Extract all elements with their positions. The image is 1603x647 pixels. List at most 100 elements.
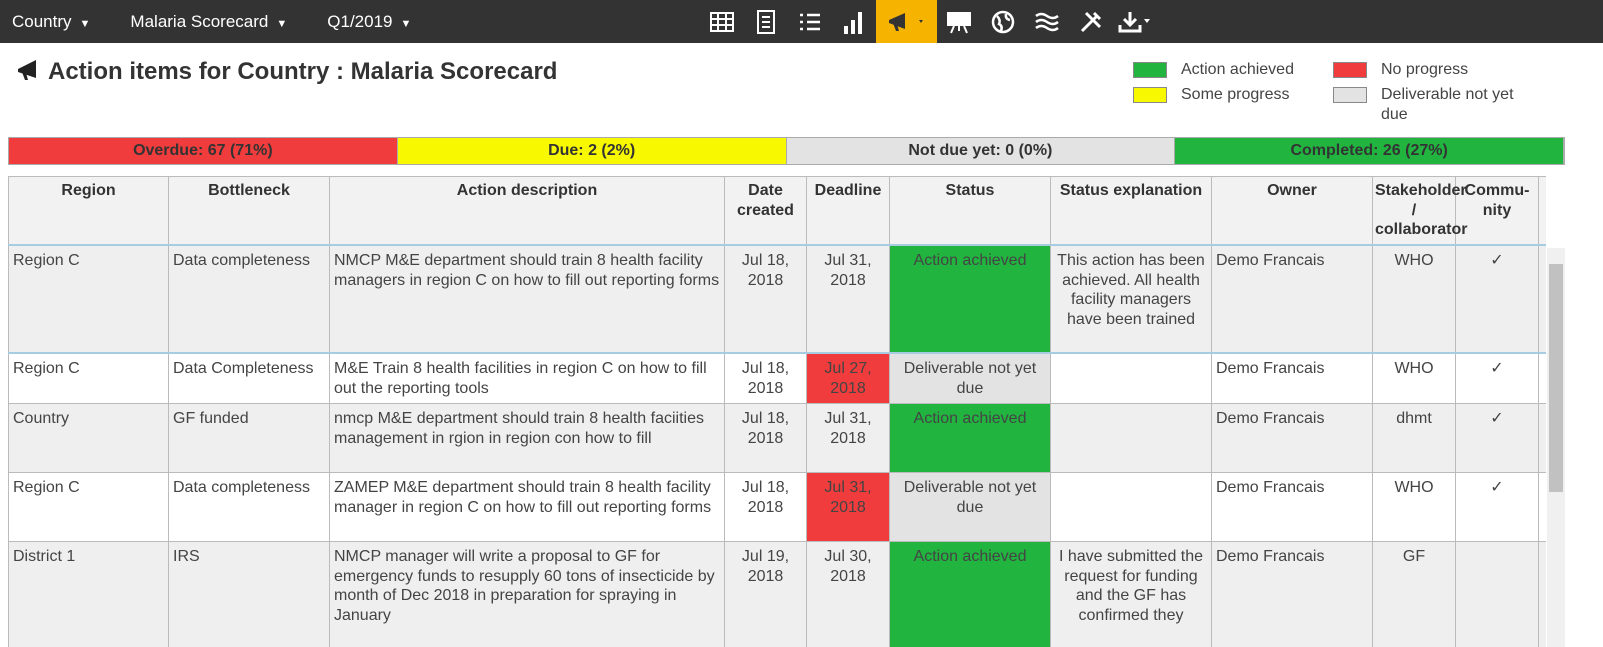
table-cell: Jul 18, 2018 [724,244,807,354]
summary-segment[interactable]: Overdue: 67 (71%) [9,138,398,164]
table-cell: nmcp M&E department should train 8 healt… [329,403,725,473]
column-header[interactable]: Bottleneck [168,176,330,246]
table-cell: dhmt [1372,403,1456,473]
table-cell: Action achieved [889,403,1051,473]
page-title: Action items for Country : Malaria Score… [48,58,558,85]
action-icon[interactable] [876,0,937,43]
column-header[interactable]: Action description [329,176,725,246]
table-cell [1050,472,1212,542]
table-cell [1050,403,1212,473]
header-row: Region Bottleneck Action description Date c… [8,176,1546,246]
presentation-icon[interactable] [937,0,981,43]
top-bar: Country ▼ Malaria Scorecard ▼ Q1/2019 ▼ [0,0,1603,43]
icon [888,12,923,31]
table-cell: 0 [1538,472,1546,542]
list-icon[interactable] [788,0,832,43]
trend-icon[interactable] [1025,0,1069,43]
column-header[interactable]: Commu-nity [1455,176,1539,246]
scrollbar[interactable] [1547,248,1565,647]
table-cell: I have submitted the request for funding… [1050,541,1212,647]
table-cell: Action achieved [889,244,1051,354]
table-cell: GF [1372,541,1456,647]
legend-swatch [1133,87,1167,103]
table-icon[interactable] [700,0,744,43]
nav-label: Country [12,11,72,31]
table-cell: Demo Francais [1211,403,1373,473]
icon [991,10,1015,33]
table-cell: Demo Francais [1211,352,1373,404]
table-cell: Jul 30, 2018 [806,541,890,647]
column-header[interactable]: Status explanation [1050,176,1212,246]
action-table: Region Bottleneck Action description Date c… [8,176,1546,647]
table-cell: This action has been achieved. All healt… [1050,244,1212,354]
table-body: Region C Data completeness NMCP M&E depart… [8,244,1546,647]
table-row[interactable]: Region C Data completeness NMCP M&E depart… [8,244,1546,354]
table-cell: Deliverable not yet due [889,352,1051,404]
table-row[interactable]: District 1 IRS NMCP manager will write a p… [8,541,1546,647]
column-header[interactable]: Stakeholder / collaborator [1372,176,1467,246]
icon [710,11,734,32]
legend-item: Deliverable not yet due [1333,85,1533,125]
table-cell: Jul 31, 2018 [806,244,890,354]
legend-swatch [1333,62,1367,78]
legend-item: Action achieved [1133,60,1333,80]
legend-item: Some progress [1133,85,1333,105]
table-cell: GF funded [168,403,330,473]
table-head: Region Bottleneck Action description Date c… [8,176,1546,246]
nav-dropdown[interactable]: Country ▼ [12,12,90,32]
table-cell: Data completeness [168,472,330,542]
table-cell [1050,352,1212,404]
summary-segment[interactable]: Due: 2 (2%) [397,138,787,164]
table-cell: Jul 19, 2018 [724,541,807,647]
summary-bar: Overdue: 67 (71%) Due: 2 (2%) Not due yet:… [8,137,1565,165]
column-header[interactable]: Status [889,176,1051,246]
column-header[interactable]: Deadline [806,176,890,246]
icon [1035,12,1059,31]
column-header[interactable]: Region [8,176,169,246]
icon [844,11,862,34]
column-header[interactable]: Owner [1211,176,1373,246]
table-cell: Region C [8,244,169,354]
table-cell: ✓ [1455,352,1539,404]
caret: ▼ [400,17,412,30]
icon [800,13,820,30]
table-row[interactable]: Region C Data Completeness M&E Train 8 hea… [8,352,1546,404]
nav-dropdown[interactable]: Q1/2019 ▼ [327,12,411,32]
table-row[interactable]: Region C Data completeness ZAMEP M&E depar… [8,472,1546,542]
table-cell [1455,541,1539,647]
table-cell: Jul 18, 2018 [724,403,807,473]
download-icon[interactable] [1113,0,1157,43]
table-row[interactable]: Country GF funded nmcp M&E department shou… [8,403,1546,473]
table-cell: Demo Francais [1211,541,1373,647]
chart-icon[interactable] [832,0,876,43]
icon [947,11,971,33]
table-cell: Jul 18, 2018 [724,352,807,404]
table-cell: NMCP manager will write a proposal to GF… [329,541,725,647]
caret: ▼ [79,17,91,30]
table-cell: District 1 [8,541,169,647]
table-cell: 0 [1538,403,1546,473]
summary-segment[interactable]: Not due yet: 0 (0%) [786,138,1176,164]
nav-dropdown[interactable]: Malaria Scorecard ▼ [130,12,287,32]
summary-segment[interactable]: Completed: 26 (27%) [1175,138,1564,164]
scroll-thumb[interactable] [1549,264,1563,492]
megaphone-icon [18,60,36,80]
table-cell: Demo Francais [1211,244,1373,354]
tools-icon[interactable] [1069,0,1113,43]
table-cell: ✓ [1455,244,1539,354]
table-cell: ✓ [1455,403,1539,473]
legend-label: Action achieved [1181,61,1294,78]
toolbar [700,0,1157,43]
table-cell: Jul 31, 2018 [806,403,890,473]
icon [1080,11,1102,32]
map-icon[interactable] [981,0,1025,43]
table-cell: Region C [8,472,169,542]
icon [1118,11,1150,32]
table-cell: Action achieved [889,541,1051,647]
column-header[interactable]: Date created [724,176,807,246]
table-cell: Region C [8,352,169,404]
report-icon[interactable] [744,0,788,43]
table-cell: Data completeness [168,244,330,354]
